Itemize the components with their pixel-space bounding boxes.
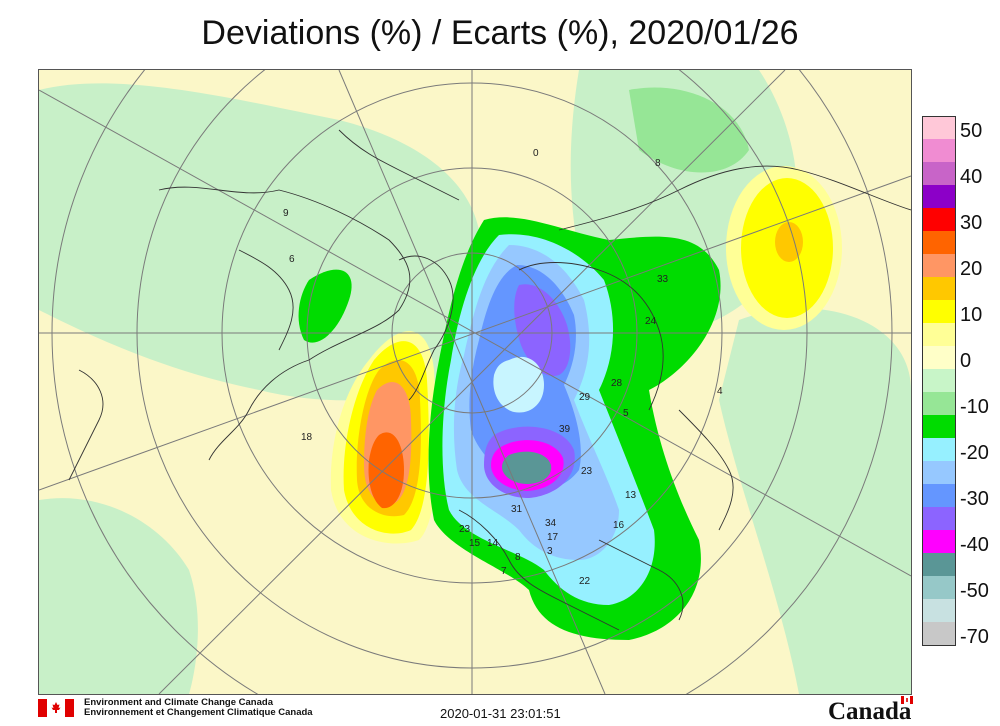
- station-label: 29: [579, 392, 591, 403]
- station-label: 15: [469, 538, 481, 549]
- canada-flag-icon: [38, 699, 74, 717]
- positive-anomaly-west-core: [368, 432, 404, 509]
- generation-timestamp: 2020-01-31 23:01:51: [440, 706, 561, 721]
- legend-swatch: [922, 599, 956, 622]
- legend-swatch: [922, 530, 956, 553]
- negative-patch-west: [298, 269, 352, 343]
- legend-swatch: [922, 553, 956, 576]
- legend-swatch: [922, 576, 956, 599]
- map-panel: 0 8 9 6 33 24 28 29 39 4 5 23 13 16 34 1…: [38, 69, 912, 695]
- department-name-fr: Environnement et Changement Climatique C…: [84, 707, 313, 718]
- legend-label: 20: [960, 258, 983, 280]
- station-label: 0: [533, 148, 539, 159]
- light-green-patch-northeast: [629, 87, 749, 173]
- canada-wordmark-text: Canada: [828, 698, 912, 725]
- chart-title: Deviations (%) / Ecarts (%), 2020/01/26: [201, 14, 799, 52]
- legend-swatch: [922, 277, 956, 300]
- legend-swatch: [922, 369, 956, 392]
- legend-label: 0: [960, 350, 972, 372]
- pale-green-region-east: [719, 308, 911, 694]
- legend-label: 40: [960, 166, 983, 188]
- station-label: 18: [301, 432, 313, 443]
- legend-swatch: [922, 208, 956, 231]
- legend-label: -10: [960, 396, 989, 418]
- legend-swatch: [922, 185, 956, 208]
- station-label: 3: [547, 546, 553, 557]
- negative-anomaly-core: [502, 451, 552, 484]
- legend-label: -50: [960, 580, 989, 602]
- positive-anomaly-east-core: [775, 222, 803, 262]
- legend-swatch: [922, 484, 956, 507]
- station-label: 24: [645, 316, 657, 327]
- legend-swatch: [922, 116, 956, 140]
- graticule: [39, 70, 911, 694]
- pale-green-region-west: [39, 83, 479, 401]
- station-label: 14: [487, 538, 499, 549]
- pale-green-region-southwest: [39, 498, 198, 694]
- station-label: 7: [501, 566, 507, 577]
- legend-swatch: [922, 346, 956, 369]
- deviation-map: 0 8 9 6 33 24 28 29 39 4 5 23 13 16 34 1…: [39, 70, 911, 694]
- legend-swatch: [922, 323, 956, 346]
- legend-swatch: [922, 461, 956, 484]
- legend-swatch: [922, 622, 956, 646]
- legend-swatch: [922, 254, 956, 277]
- legend-label: -70: [960, 626, 989, 648]
- station-labels: 0 8 9 6 33 24 28 29 39 4 5 23 13 16 34 1…: [283, 148, 723, 587]
- weak-anomaly-pole: [493, 356, 544, 413]
- station-label: 5: [623, 408, 629, 419]
- legend-swatch: [922, 507, 956, 530]
- department-name-en: Environment and Climate Change Canada: [84, 697, 273, 708]
- station-label: 8: [655, 158, 661, 169]
- station-label: 8: [515, 552, 521, 563]
- station-label: 39: [559, 424, 571, 435]
- station-label: 17: [547, 532, 559, 543]
- wordmark-flag-icon: [901, 696, 914, 704]
- legend-label: -20: [960, 442, 989, 464]
- station-label: 9: [283, 208, 289, 219]
- coastlines: [68, 129, 911, 631]
- station-label: 28: [611, 378, 623, 389]
- station-label: 6: [289, 254, 295, 265]
- station-label: 22: [579, 576, 591, 587]
- station-label: 16: [613, 520, 625, 531]
- legend-swatch: [922, 392, 956, 415]
- legend-label: -40: [960, 534, 989, 556]
- canada-wordmark: Canada: [828, 696, 914, 726]
- legend-label: -30: [960, 488, 989, 510]
- legend-swatch: [922, 231, 956, 254]
- legend-swatch: [922, 438, 956, 461]
- station-label: 13: [625, 490, 637, 501]
- legend-swatch: [922, 139, 956, 162]
- legend-label: 50: [960, 120, 983, 142]
- station-label: 34: [545, 518, 557, 529]
- legend-label: 10: [960, 304, 983, 326]
- legend-swatch: [922, 415, 956, 438]
- station-label: 23: [581, 466, 593, 477]
- station-label: 4: [717, 386, 723, 397]
- department-name: Environment and Climate Change Canada En…: [84, 698, 313, 718]
- station-label: 33: [657, 274, 669, 285]
- station-label: 23: [459, 524, 471, 535]
- legend-swatch: [922, 162, 956, 185]
- negative-anomaly-purple-north: [514, 284, 571, 376]
- legend-swatch: [922, 300, 956, 323]
- station-label: 31: [511, 504, 523, 515]
- legend-label: 30: [960, 212, 983, 234]
